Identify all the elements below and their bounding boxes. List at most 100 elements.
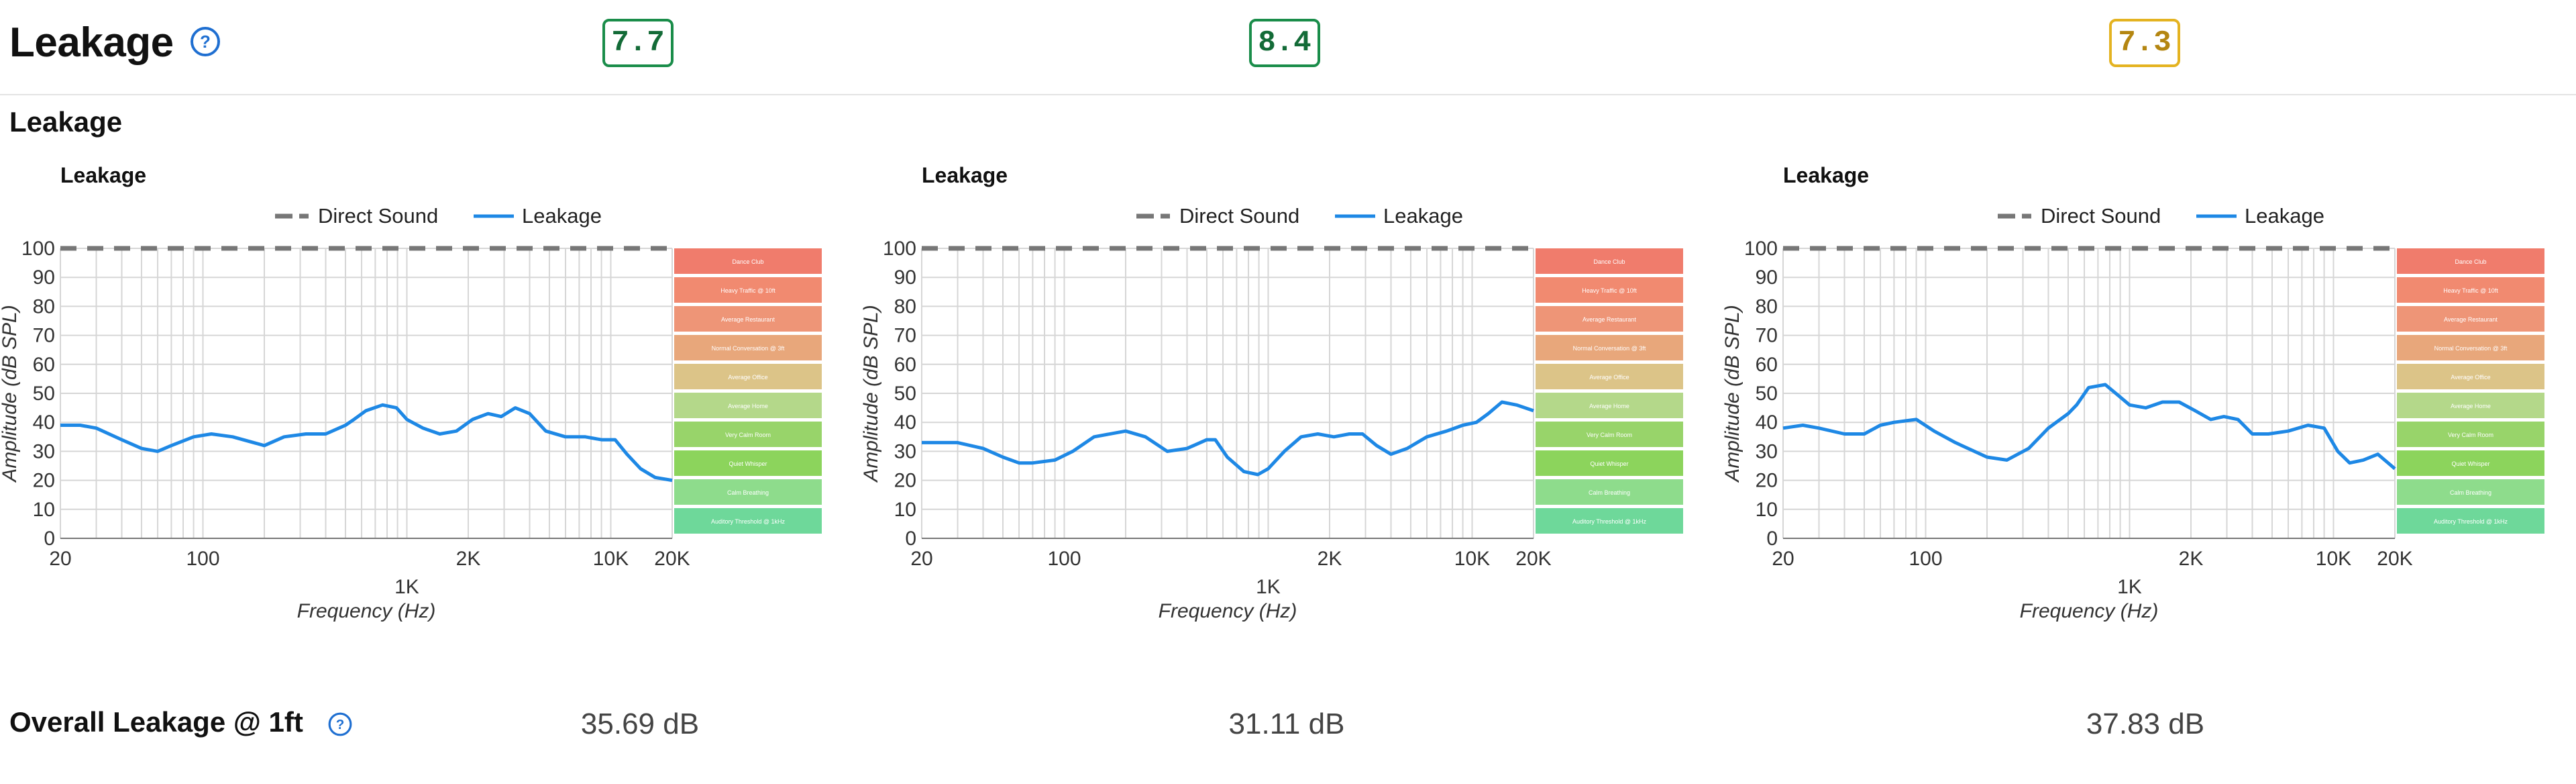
reference-band-label: Average Office — [1589, 374, 1629, 381]
leakage-chart-1: Leakage Direct Sound Leakage 0 10 20 30 40 50 60 7… — [0, 156, 852, 639]
reference-band-label: Auditory Threshold @ 1kHz — [1572, 518, 1647, 525]
score-badge-2: 8.4 — [1249, 19, 1320, 67]
y-axis-title: Amplitude (dB SPL) — [861, 305, 882, 483]
y-tick-label: 100 — [883, 238, 916, 260]
reference-band-label: Calm Breathing — [1589, 489, 1630, 496]
reference-band: Average Office — [674, 364, 822, 389]
overall-leakage-value-2: 31.11 dB — [1228, 707, 1345, 740]
section-header: Leakage ? 7.7 8.4 7.3 — [0, 0, 2576, 95]
y-tick-label: 90 — [1756, 266, 1778, 289]
y-tick-label: 30 — [33, 440, 55, 462]
reference-band-rect — [1536, 335, 1683, 360]
reference-band-label: Normal Conversation @ 3ft — [1573, 345, 1646, 352]
reference-band: Quiet Whisper — [1536, 450, 1683, 476]
reference-band: Average Office — [1536, 364, 1683, 389]
reference-band: Average Home — [674, 393, 822, 418]
x-tick-label: 100 — [1047, 548, 1081, 570]
reference-band: Calm Breathing — [2397, 479, 2544, 505]
reference-band-rect — [2397, 508, 2544, 534]
help-icon[interactable]: ? — [327, 712, 353, 737]
chart-svg: Leakage Direct Sound Leakage 0 10 20 30 40 50 60 7… — [1723, 163, 2544, 622]
reference-band-label: Average Office — [2451, 374, 2490, 381]
reference-band-label: Dance Club — [732, 258, 763, 265]
y-tick-label: 10 — [894, 499, 916, 521]
y-tick-label: 10 — [1756, 499, 1778, 521]
legend-label-leakage: Leakage — [2245, 204, 2324, 228]
reference-band: Very Calm Room — [2397, 422, 2544, 447]
y-tick-label: 50 — [1756, 383, 1778, 405]
reference-band: Quiet Whisper — [2397, 450, 2544, 476]
y-tick-label: 40 — [33, 411, 55, 434]
reference-band-label: Quiet Whisper — [2451, 460, 2489, 467]
reference-band-label: Average Home — [2451, 403, 2491, 409]
reference-band-rect — [1536, 450, 1683, 476]
reference-band: Calm Breathing — [674, 479, 822, 505]
y-tick-label: 0 — [905, 528, 916, 550]
reference-band-rect — [2397, 422, 2544, 447]
series-leakage — [60, 403, 673, 483]
reference-band-rect — [674, 364, 822, 389]
y-axis-title: Amplitude (dB SPL) — [0, 305, 21, 483]
y-tick-label: 100 — [1744, 238, 1778, 260]
reference-band: Very Calm Room — [674, 422, 822, 447]
chart-svg: Leakage Direct Sound Leakage 0 10 20 30 40 50 60 7… — [861, 163, 1683, 622]
reference-band-rect — [674, 277, 822, 303]
chart-title: Leakage — [1783, 163, 1869, 187]
y-tick-label: 0 — [1766, 528, 1778, 550]
reference-band-label: Average Restaurant — [721, 316, 775, 323]
x-tick-label: 20 — [1772, 548, 1794, 570]
reference-band-rect — [674, 508, 822, 534]
y-tick-label: 80 — [1756, 295, 1778, 317]
reference-band: Heavy Traffic @ 10ft — [1536, 277, 1683, 303]
x-tick-label: 2K — [2179, 548, 2204, 570]
x-tick-label: 20 — [910, 548, 932, 570]
reference-band-label: Quiet Whisper — [729, 460, 767, 467]
reference-band-rect — [2397, 479, 2544, 505]
reference-band-label: Heavy Traffic @ 10ft — [1582, 287, 1637, 294]
score-badge-1: 7.7 — [602, 19, 674, 67]
y-tick-label: 30 — [894, 440, 916, 462]
x-tick-label: 1K — [1256, 576, 1281, 598]
reference-band-label: Quiet Whisper — [1590, 460, 1628, 467]
reference-band-label: Average Office — [728, 374, 767, 381]
x-tick-label: 2K — [1318, 548, 1342, 570]
x-tick-label: 20K — [1515, 548, 1551, 570]
y-tick-label: 10 — [33, 499, 55, 521]
chart-legend: Direct Sound Leakage — [275, 204, 602, 228]
x-tick-label: 20 — [49, 548, 71, 570]
x-tick-label: 100 — [186, 548, 219, 570]
chart-legend: Direct Sound Leakage — [1998, 204, 2324, 228]
reference-band-label: Average Home — [1589, 403, 1629, 409]
reference-band-rect — [1536, 479, 1683, 505]
reference-band-label: Very Calm Room — [1587, 432, 1632, 438]
legend-label-direct-sound: Direct Sound — [1179, 204, 1299, 228]
reference-band-label: Calm Breathing — [727, 489, 769, 496]
reference-band: Auditory Threshold @ 1kHz — [1536, 508, 1683, 534]
reference-band-rect — [2397, 248, 2544, 274]
reference-band: Very Calm Room — [1536, 422, 1683, 447]
help-icon[interactable]: ? — [189, 26, 221, 58]
leakage-chart-2: Leakage Direct Sound Leakage 0 10 20 30 40 50 60 7… — [861, 156, 1713, 639]
y-tick-label: 20 — [33, 470, 55, 492]
reference-band: Average Restaurant — [674, 306, 822, 332]
legend-label-direct-sound: Direct Sound — [2041, 204, 2161, 228]
x-axis-title: Frequency (Hz) — [297, 600, 436, 622]
reference-band-label: Average Restaurant — [2444, 316, 2498, 323]
x-tick-label: 2K — [456, 548, 481, 570]
reference-band: Normal Conversation @ 3ft — [674, 335, 822, 360]
x-tick-label: 10K — [2316, 548, 2351, 570]
reference-band: Average Office — [2397, 364, 2544, 389]
y-tick-label: 90 — [33, 266, 55, 289]
reference-band-label: Normal Conversation @ 3ft — [712, 345, 785, 352]
reference-band-label: Average Home — [728, 403, 768, 409]
reference-band-label: Very Calm Room — [2448, 432, 2493, 438]
y-tick-label: 0 — [44, 528, 55, 550]
reference-band: Heavy Traffic @ 10ft — [674, 277, 822, 303]
legend-label-direct-sound: Direct Sound — [318, 204, 438, 228]
reference-band-rect — [1536, 277, 1683, 303]
reference-band-rect — [674, 422, 822, 447]
reference-band-rect — [674, 450, 822, 476]
series-leakage — [922, 400, 1534, 477]
y-tick-label: 70 — [1756, 325, 1778, 347]
reference-band-rect — [2397, 364, 2544, 389]
